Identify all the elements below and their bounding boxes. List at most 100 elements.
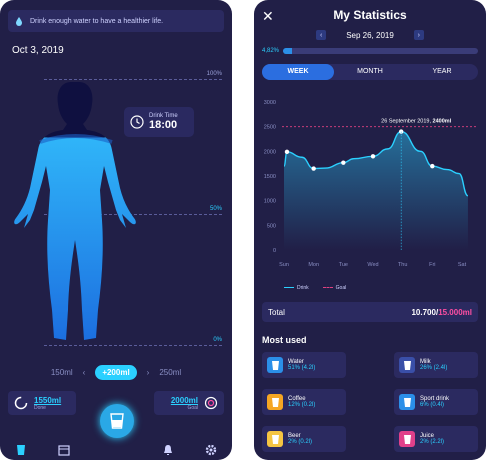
close-icon[interactable]: ✕	[262, 8, 274, 24]
juice-icon	[399, 431, 415, 447]
total-goal: 15.000	[438, 307, 463, 317]
goal-label: Goal	[187, 404, 198, 411]
drink-card[interactable]: Beer 2% (0.2l)	[262, 426, 346, 452]
x-tick-label: Sat	[458, 262, 467, 268]
period-segmented-control: WEEK MONTH YEAR	[262, 64, 478, 80]
water-glass-icon	[267, 357, 283, 373]
home-screen: Drink enough water to have a healthier l…	[0, 0, 232, 460]
chevron-right-icon[interactable]: ›	[146, 368, 150, 377]
total-label: Total	[268, 307, 285, 317]
sport-drink-icon	[399, 394, 415, 410]
amount-option-250[interactable]: 250ml	[159, 368, 182, 377]
drink-name: Beer	[288, 433, 301, 439]
x-tick-label: Sun	[279, 262, 289, 268]
done-ring-icon	[14, 396, 28, 410]
x-tick-label: Tue	[339, 262, 348, 268]
selected-date: Sep 26, 2019	[346, 30, 394, 40]
amount-selector: 150ml ‹ +200ml › 250ml	[0, 365, 232, 380]
drink-card[interactable]: Water 51% (4.2l)	[262, 352, 346, 378]
coffee-icon	[267, 394, 283, 410]
target-icon	[204, 396, 218, 410]
bottom-tab-bar	[0, 440, 232, 460]
amount-option-150[interactable]: 150ml	[50, 368, 73, 377]
y-tick-label: 3000	[264, 100, 276, 106]
chart-legend: Drink Goal	[284, 285, 346, 291]
prev-date-button[interactable]: ‹	[316, 30, 327, 40]
water-glass-icon	[110, 413, 124, 429]
data-point	[341, 160, 346, 165]
drink-time-card[interactable]: Drink Time 18:00	[124, 107, 194, 137]
goal-progress: 4,82%	[262, 47, 478, 55]
drink-name: Coffee	[288, 396, 306, 402]
drink-percentage: 26% (2.4l)	[420, 365, 448, 371]
x-tick-label: Wed	[367, 262, 378, 268]
x-tick-label: Fri	[429, 262, 435, 268]
drink-card[interactable]: Sport drink 6% (0.4l)	[394, 389, 478, 415]
level-line-0	[44, 345, 222, 346]
current-date: Oct 3, 2019	[12, 45, 64, 56]
clock-icon	[130, 115, 144, 129]
x-tick-label: Thu	[398, 262, 407, 268]
page-title: My Statistics	[333, 8, 407, 22]
drink-percentage: 51% (4.2l)	[288, 365, 316, 371]
level-100-label: 100%	[206, 71, 222, 77]
drink-percentage: 6% (0.4l)	[420, 402, 445, 408]
data-point	[311, 166, 316, 171]
drink-card[interactable]: Milk 26% (2.4l)	[394, 352, 478, 378]
drink-card[interactable]: Coffee 12% (0.2l)	[262, 389, 346, 415]
tab-week[interactable]: WEEK	[262, 64, 334, 80]
annotation-label: 26 September 2019, 2400ml	[381, 119, 452, 125]
tab-month[interactable]: MONTH	[357, 68, 383, 75]
tip-banner: Drink enough water to have a healthier l…	[8, 10, 224, 32]
calendar-icon[interactable]	[58, 444, 70, 456]
milk-bottle-icon	[399, 357, 415, 373]
y-tick-label: 2000	[264, 149, 276, 155]
progress-track	[283, 48, 478, 54]
drink-name: Water	[288, 359, 304, 365]
cup-icon[interactable]	[15, 444, 27, 456]
tab-year[interactable]: YEAR	[432, 68, 452, 75]
legend-drink-label: Drink	[297, 285, 309, 291]
most-used-title: Most used	[262, 335, 307, 345]
amount-option-selected[interactable]: +200ml	[95, 365, 137, 380]
done-label: Done	[34, 404, 46, 411]
total-row: Total 10.700/15.000ml	[262, 302, 478, 322]
legend-goal-label: Goal	[335, 285, 347, 291]
y-tick-label: 0	[273, 248, 276, 254]
drink-chart: 0 500 1000 1500 2000 2500 3000 Sun Mon Tue Wed Thu F…	[264, 100, 478, 268]
goal-card: 2000ml Goal	[154, 391, 224, 415]
total-unit: ml	[462, 307, 472, 317]
legend-goal: Goal	[322, 285, 347, 291]
drink-time-label: Drink Time	[149, 113, 178, 119]
x-tick-label: Mon	[308, 262, 319, 268]
drink-percentage: 2% (0.2l)	[288, 439, 313, 445]
date-navigator: ‹ Sep 26, 2019 ›	[254, 30, 486, 40]
y-tick-label: 500	[267, 223, 276, 229]
done-value: 1550ml	[34, 395, 62, 405]
tip-text: Drink enough water to have a healthier l…	[30, 17, 164, 25]
data-point	[430, 163, 435, 169]
beer-icon	[267, 431, 283, 447]
data-point	[284, 149, 290, 155]
goal-value: 2000ml	[170, 395, 198, 405]
drink-percentage: 2% (2.2l)	[420, 439, 445, 445]
drink-name: Milk	[420, 359, 431, 365]
drink-name: Juice	[420, 433, 435, 439]
bell-icon[interactable]	[162, 444, 174, 456]
done-card: 1550ml Done	[8, 391, 76, 415]
level-line-100	[44, 79, 222, 80]
chevron-left-icon[interactable]: ‹	[82, 368, 86, 377]
level-50-label: 50%	[209, 206, 222, 212]
add-water-button[interactable]	[100, 404, 134, 438]
body-fill-figure	[14, 82, 136, 340]
level-line-50	[44, 214, 222, 215]
next-date-button[interactable]: ›	[413, 30, 424, 40]
gear-icon[interactable]	[205, 444, 217, 456]
statistics-screen: ✕ My Statistics ‹ Sep 26, 2019 › 4,82% W…	[254, 0, 486, 460]
legend-drink: Drink	[284, 285, 309, 291]
y-tick-label: 1000	[264, 199, 276, 205]
data-point	[370, 154, 376, 159]
drink-name: Sport drink	[420, 396, 450, 402]
drink-card[interactable]: Juice 2% (2.2l)	[394, 426, 478, 452]
drink-time-value: 18:00	[149, 119, 178, 131]
